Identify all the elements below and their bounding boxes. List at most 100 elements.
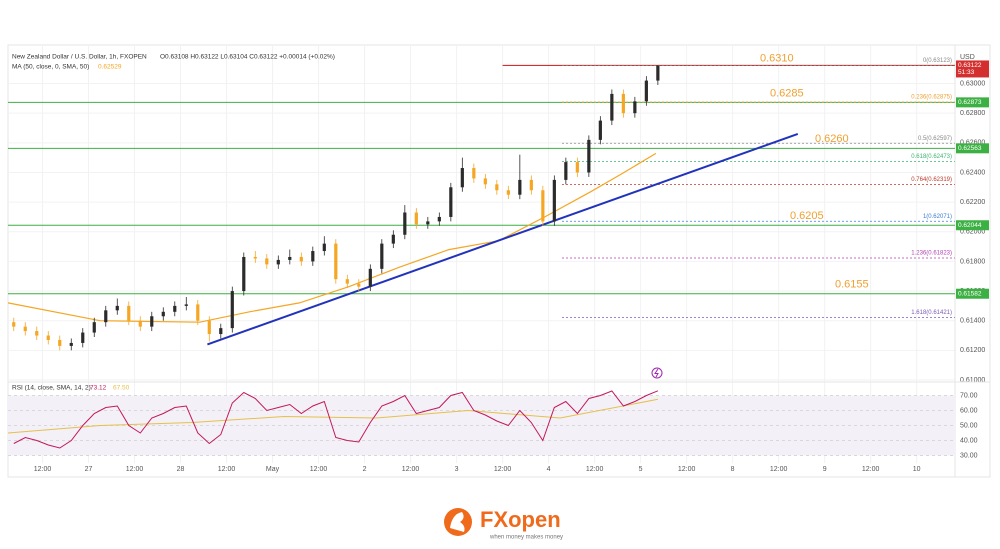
y-tick-label: 0.62600 xyxy=(960,140,985,147)
level-label: 0.6155 xyxy=(835,279,869,291)
candle-body xyxy=(242,256,246,292)
candle-body xyxy=(69,342,73,346)
y-tick-label: 0.61000 xyxy=(960,377,985,384)
candle-body xyxy=(391,234,395,244)
candle-body xyxy=(334,243,338,280)
rsi-line xyxy=(13,390,659,449)
y-tick-label: 0.61400 xyxy=(960,318,985,325)
footer-logo: FXopen when money makes money xyxy=(444,507,563,541)
candle-body xyxy=(184,304,188,306)
y-tick-label: 0.61800 xyxy=(960,258,985,265)
x-tick-label: 12:00 xyxy=(862,466,880,473)
ma-legend-value: 0.62529 xyxy=(98,64,122,71)
candle-body xyxy=(127,305,131,321)
candle-body xyxy=(610,93,614,121)
candle-body xyxy=(322,243,326,252)
candle-body xyxy=(288,256,292,260)
candle-body xyxy=(368,268,372,287)
rsi-tick-label: 30.00 xyxy=(960,452,978,459)
x-tick-label: 12:00 xyxy=(678,466,696,473)
chart-title: New Zealand Dollar / U.S. Dollar, 1h, FX… xyxy=(12,54,147,61)
candle-body xyxy=(311,251,315,262)
candle-body xyxy=(552,179,556,222)
ohlc-readout: O0.63108 H0.63122 L0.63104 C0.63122 +0.0… xyxy=(160,54,335,61)
currency-label: USD xyxy=(960,54,975,61)
x-tick-label: 12:00 xyxy=(126,466,144,473)
fib-label: 1.618(0.61421) xyxy=(911,310,952,316)
candle-body xyxy=(138,320,142,327)
x-tick-label: 12:00 xyxy=(34,466,52,473)
candle-body xyxy=(173,305,177,312)
y-tick-label: 0.62000 xyxy=(960,229,985,236)
rsi-tick-label: 70.00 xyxy=(960,392,978,399)
x-tick-label: 9 xyxy=(823,466,827,473)
candle-body xyxy=(518,179,522,195)
rsi-sma-legend-value: 67.50 xyxy=(113,385,130,392)
candle-body xyxy=(495,184,499,191)
candle-body xyxy=(472,168,476,179)
alert-icon[interactable] xyxy=(651,367,663,379)
x-tick-label: 10 xyxy=(913,466,921,473)
candle-body xyxy=(633,101,637,114)
y-tick-label: 0.62400 xyxy=(960,169,985,176)
price-tag-label: 0.62563 xyxy=(958,145,982,152)
candle-body xyxy=(92,322,96,333)
x-tick-label: 12:00 xyxy=(494,466,512,473)
candle-body xyxy=(621,93,625,114)
ma-legend: MA (50, close, 0, SMA, 50) xyxy=(12,64,89,71)
y-tick-label: 0.62800 xyxy=(960,110,985,117)
candle-body xyxy=(115,305,119,311)
price-tag xyxy=(956,143,989,154)
candle-body xyxy=(299,256,303,262)
candle-body xyxy=(414,212,418,225)
x-tick-label: 4 xyxy=(547,466,551,473)
candle-body xyxy=(575,162,579,173)
price-tag xyxy=(956,220,989,231)
x-tick-label: 5 xyxy=(639,466,643,473)
price-tag xyxy=(956,288,989,299)
price-tag-label: 0.62873 xyxy=(958,99,982,106)
candle-body xyxy=(161,311,165,317)
candle-body xyxy=(483,178,487,185)
candle-body xyxy=(656,65,660,81)
x-tick-label: 12:00 xyxy=(218,466,236,473)
rsi-legend: RSI (14, close, SMA, 14, 2) xyxy=(12,385,91,392)
x-tick-label: May xyxy=(266,466,280,473)
candle-body xyxy=(587,139,591,173)
rsi-sma-line xyxy=(7,398,658,434)
candle-body xyxy=(253,256,257,259)
rsi-tick-label: 60.00 xyxy=(960,407,978,414)
candle-body xyxy=(104,310,108,323)
x-tick-label: 12:00 xyxy=(402,466,420,473)
x-tick-label: 12:00 xyxy=(770,466,788,473)
candle-body xyxy=(437,216,441,222)
candle-body xyxy=(196,304,200,321)
brand-tagline: when money makes money xyxy=(489,535,563,541)
brand-name: FXopen xyxy=(480,507,561,532)
candle-body xyxy=(541,190,545,222)
candle-body xyxy=(449,187,453,217)
fib-label: 0(0.63123) xyxy=(923,58,952,64)
price-tag-label: 0.61582 xyxy=(958,290,982,297)
rsi-tick-label: 40.00 xyxy=(960,437,978,444)
candle-body xyxy=(46,335,50,340)
candle-body xyxy=(564,162,568,180)
price-tag-label: 0.62044 xyxy=(958,222,982,229)
resistance-label: 0.6310 xyxy=(760,52,794,64)
candle-body xyxy=(35,331,39,336)
trendline xyxy=(207,132,799,346)
y-tick-label: 0.63000 xyxy=(960,80,985,87)
candle-body xyxy=(23,326,27,332)
fib-label: 0.618(0.62473) xyxy=(911,154,952,160)
candle-body xyxy=(529,179,533,191)
candle-body xyxy=(219,328,223,335)
candle-body xyxy=(150,316,154,327)
fib-label: 1(0.62071) xyxy=(923,214,952,220)
level-label: 0.6260 xyxy=(815,133,849,145)
x-tick-label: 3 xyxy=(455,466,459,473)
countdown-label: 51:33 xyxy=(958,69,975,76)
x-tick-label: 2 xyxy=(363,466,367,473)
x-tick-label: 8 xyxy=(731,466,735,473)
fib-label: 0.764(0.62319) xyxy=(911,177,952,183)
rsi-legend-value: 73.12 xyxy=(90,385,107,392)
